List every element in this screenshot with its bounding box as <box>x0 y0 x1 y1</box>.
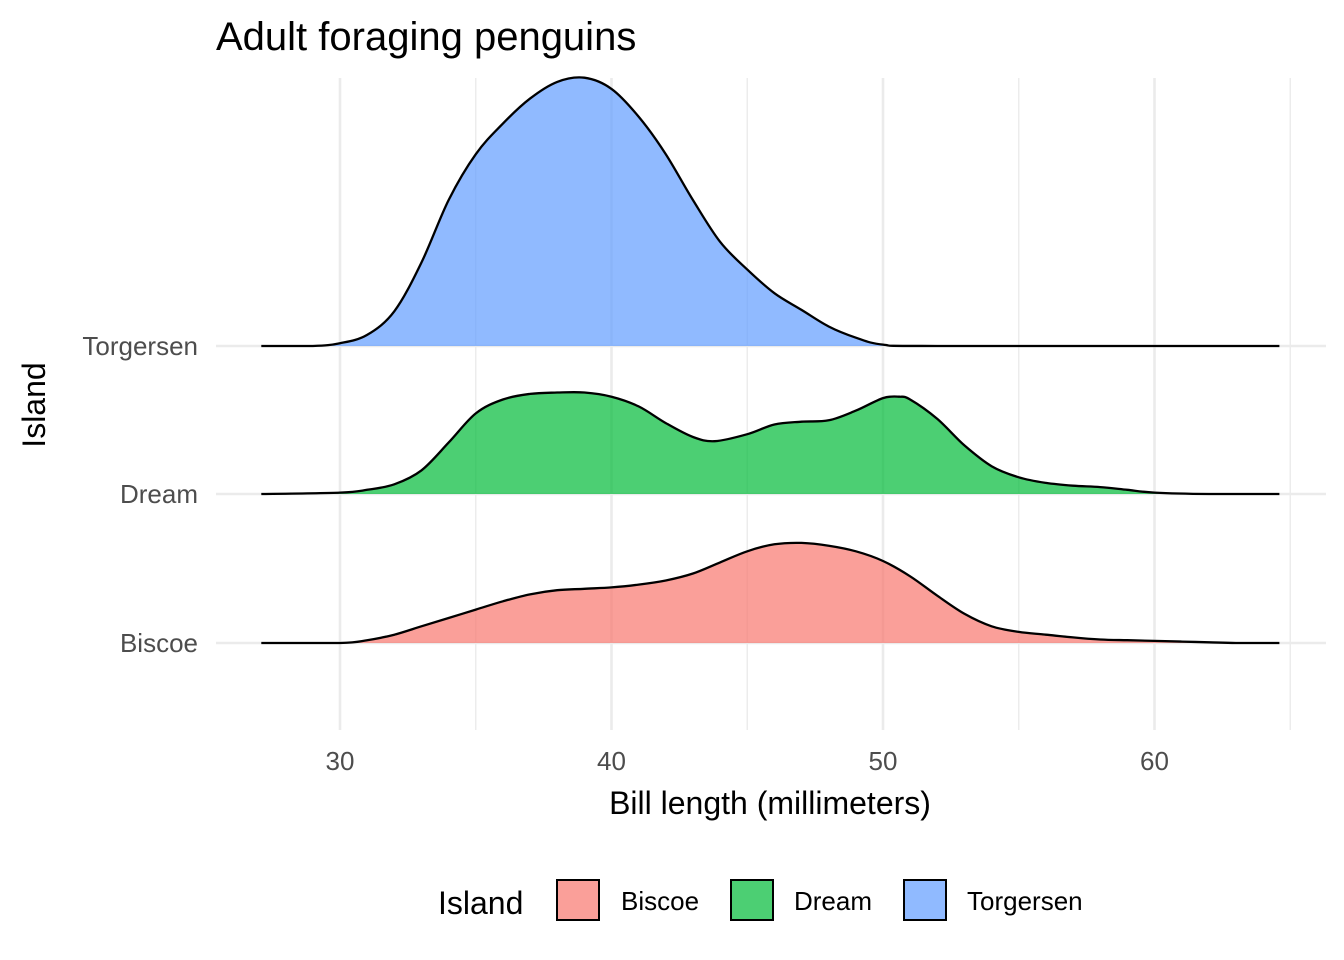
x-tick-label: 60 <box>1140 746 1169 776</box>
y-axis-ticks: Biscoe Dream Torgersen <box>82 331 198 658</box>
y-tick-label-dream: Dream <box>120 479 198 509</box>
legend-key-biscoe <box>556 879 600 921</box>
legend-label-biscoe: Biscoe <box>621 886 699 916</box>
legend: Island Biscoe Dream Torgersen <box>438 879 1083 921</box>
ridges <box>261 76 1280 645</box>
x-tick-label: 50 <box>869 746 898 776</box>
y-tick-label-biscoe: Biscoe <box>120 628 198 658</box>
x-tick-label: 40 <box>597 746 626 776</box>
chart-title: Adult foraging penguins <box>216 15 636 59</box>
legend-key-torgersen <box>903 879 947 921</box>
y-tick-label-torgersen: Torgersen <box>82 331 198 361</box>
legend-label-torgersen: Torgersen <box>967 886 1083 916</box>
ridge-line-torgersen <box>261 76 1280 348</box>
ridge-area-torgersen <box>261 77 1280 346</box>
ridge-area-dream <box>261 392 1280 494</box>
x-axis-title: Bill length (millimeters) <box>609 785 931 821</box>
legend-title: Island <box>438 885 523 921</box>
y-axis-title: Island <box>16 362 52 447</box>
ridge-line-biscoe <box>261 541 1280 645</box>
x-axis-ticks: 30 40 50 60 <box>326 746 1169 776</box>
ridge-line-dream <box>261 390 1280 496</box>
legend-label-dream: Dream <box>794 886 872 916</box>
x-tick-label: 30 <box>326 746 355 776</box>
ridge-area-biscoe <box>261 542 1280 643</box>
legend-key-dream <box>730 879 774 921</box>
